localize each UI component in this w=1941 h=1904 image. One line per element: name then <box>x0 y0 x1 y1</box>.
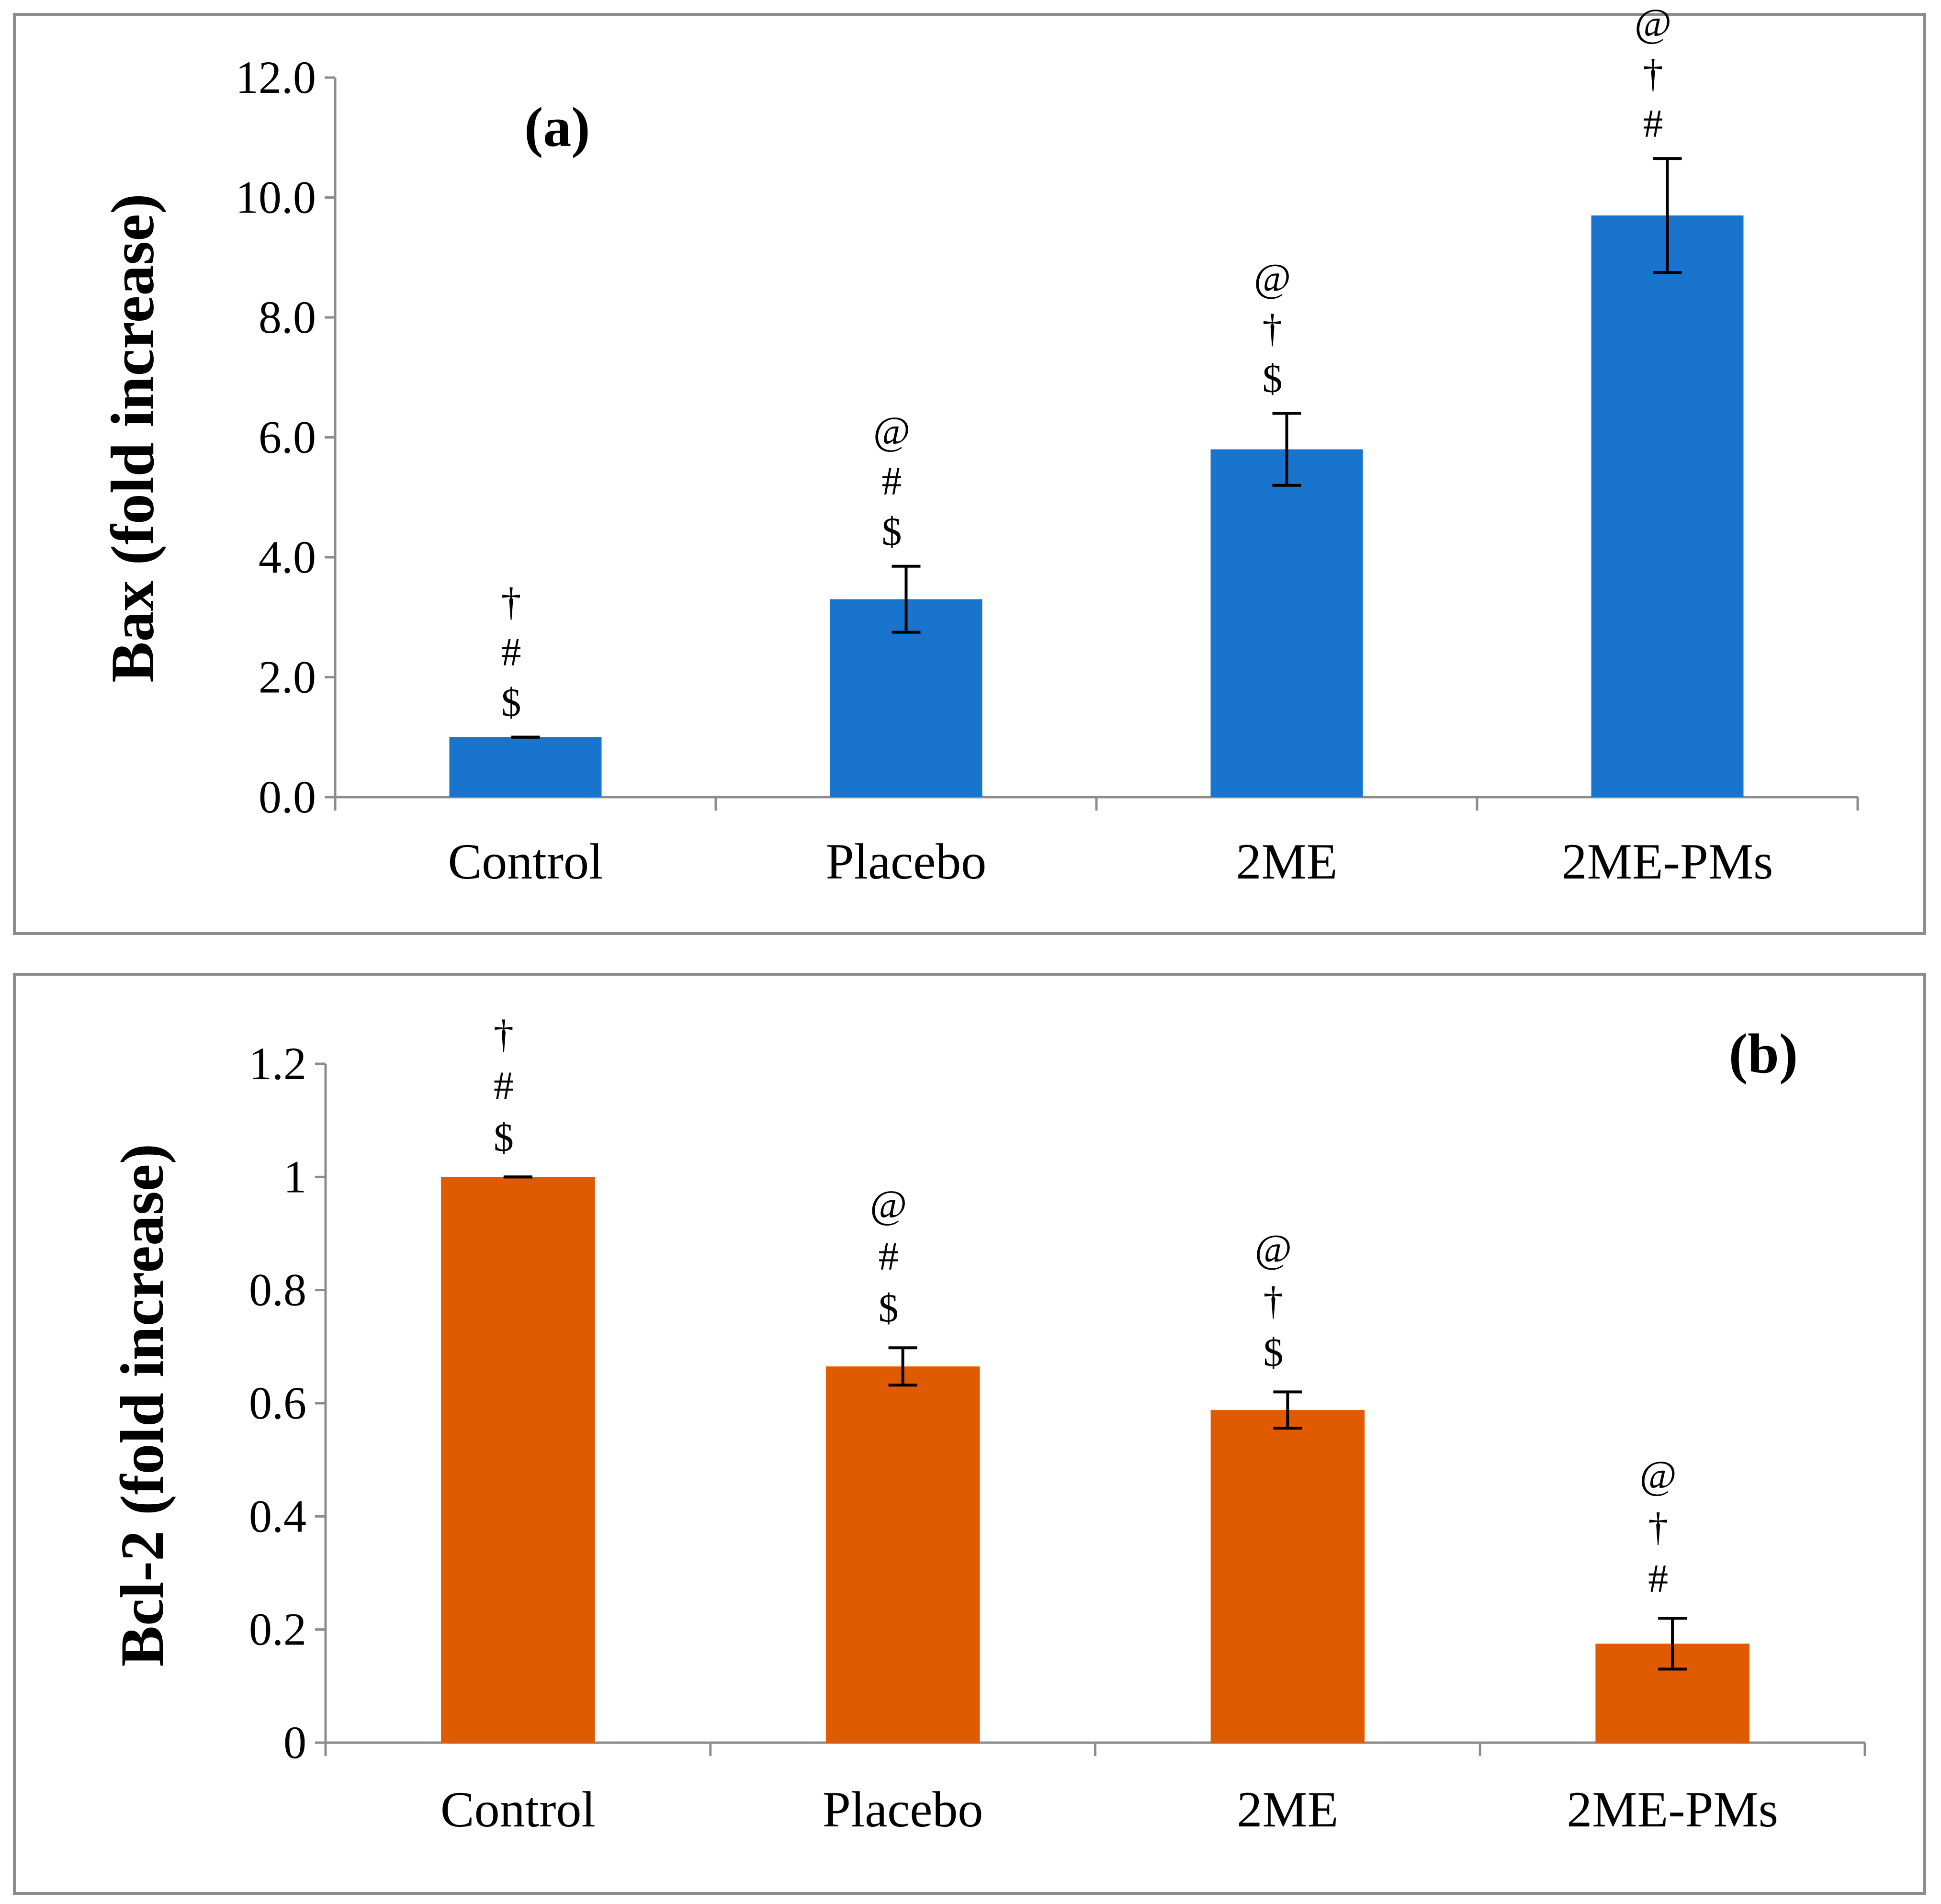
y-tick-label: 1.2 <box>249 1038 306 1089</box>
y-axis: 0 0.2 0.4 0.6 0.8 1 1.2 <box>249 1038 327 1768</box>
significance-marker: # <box>494 1063 514 1108</box>
significance-marker: @ <box>1635 1 1671 45</box>
bar-2me-pms <box>1591 215 1744 798</box>
y-tick-label: 2.0 <box>259 652 316 703</box>
significance-marker: $ <box>501 680 521 725</box>
significance-marker: $ <box>879 1286 899 1330</box>
y-tick-label: 12.0 <box>236 52 316 103</box>
y-tick-label: 6.0 <box>259 412 316 463</box>
x-tick-label: Placebo <box>823 1781 983 1837</box>
y-tick-label: 0.2 <box>249 1604 306 1655</box>
y-axis: 0.0 2.0 4.0 6.0 8.0 10.0 12.0 <box>236 52 337 822</box>
significance-marker: @ <box>1639 1453 1676 1498</box>
y-tick-label: 0.0 <box>259 771 316 822</box>
y-tick-label: 0 <box>283 1717 306 1768</box>
panel-label: (b) <box>1729 1022 1798 1085</box>
significance-marker: † <box>1263 1278 1283 1323</box>
y-axis-title: Bax (fold increase) <box>99 193 167 683</box>
significance-marker: @ <box>870 1183 907 1227</box>
y-axis-title: Bcl-2 (fold increase) <box>108 1144 176 1667</box>
significance-marker: $ <box>882 509 902 554</box>
y-tick-label: 10.0 <box>236 172 316 223</box>
significance-marker: $ <box>1263 356 1283 401</box>
y-tick-label: 0.4 <box>249 1490 306 1542</box>
bar-control <box>441 1177 595 1743</box>
bar-series: $ # † $ # @ $ † @ # † @ <box>449 1 1744 798</box>
significance-marker: † <box>1263 306 1283 350</box>
significance-marker: $ <box>1263 1330 1283 1374</box>
panel-label: (a) <box>524 96 590 158</box>
x-tick-label: Control <box>448 834 603 890</box>
x-tick-label: 2ME-PMs <box>1562 834 1773 890</box>
significance-marker: † <box>501 580 521 624</box>
significance-marker: † <box>1648 1505 1668 1549</box>
y-tick-label: 8.0 <box>259 292 316 343</box>
significance-marker: @ <box>1255 1227 1292 1271</box>
significance-marker: @ <box>873 409 910 453</box>
y-tick-label: 1 <box>283 1151 306 1202</box>
significance-marker: # <box>879 1234 899 1279</box>
significance-marker: † <box>1643 51 1663 96</box>
bar-control <box>449 737 602 797</box>
significance-marker: # <box>501 630 521 675</box>
x-tick-label: 2ME <box>1237 1781 1338 1837</box>
x-tick-label: 2ME-PMs <box>1567 1781 1778 1837</box>
chart-panel-a: (a) Bax (fold increase) 0.0 2.0 4.0 6.0 8.0 1… <box>13 1 1926 935</box>
y-tick-label: 0.8 <box>249 1264 306 1316</box>
significance-marker: @ <box>1254 256 1291 300</box>
x-tick-label: Placebo <box>826 834 987 890</box>
bar-2me <box>1210 449 1363 797</box>
significance-marker: $ <box>494 1115 514 1160</box>
significance-marker: # <box>1643 101 1663 146</box>
significance-marker: † <box>494 1012 514 1056</box>
y-tick-label: 4.0 <box>259 531 316 583</box>
x-tick-label: Control <box>440 1781 596 1837</box>
significance-marker: # <box>882 459 902 504</box>
x-tick-label: 2ME <box>1236 834 1338 890</box>
y-tick-label: 0.6 <box>249 1377 306 1429</box>
significance-marker: # <box>1648 1556 1668 1601</box>
chart-panel-b: (b) Bcl-2 (fold increase) 0 0.2 0.4 0.6 0.8 1… <box>13 973 1926 1895</box>
x-axis: Control Placebo 2ME 2ME-PMs <box>324 1741 1866 1837</box>
bar-series: $ # † $ # @ $ † @ # † @ <box>441 1012 1749 1743</box>
bar-2me <box>1210 1410 1365 1743</box>
bar-placebo <box>825 1366 980 1743</box>
